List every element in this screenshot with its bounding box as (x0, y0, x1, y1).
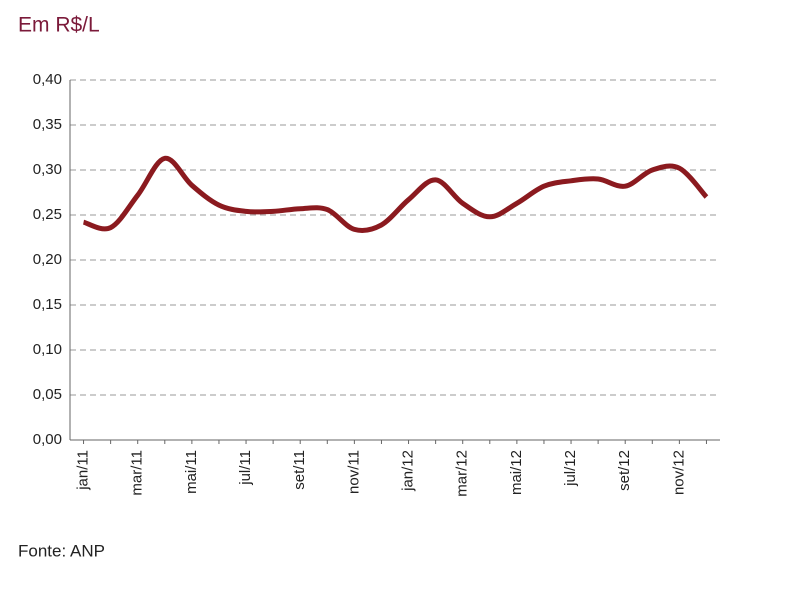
y-tick-label: 0,00 (33, 431, 62, 448)
x-tick-label: mai/11 (183, 450, 200, 494)
x-tick-label: jan/11 (75, 450, 92, 491)
x-tick-label: set/12 (616, 450, 633, 491)
y-tick-label: 0,40 (33, 71, 62, 88)
x-tick-label: jul/12 (562, 450, 579, 487)
x-tick-label: nov/11 (345, 450, 362, 494)
source: Fonte: ANP (18, 541, 105, 560)
y-tick-label: 0,05 (33, 386, 62, 403)
y-tick-label: 0,35 (33, 116, 62, 133)
line (82, 155, 709, 233)
x-tick-label: mai/12 (508, 450, 525, 495)
x-tick-label: nov/12 (670, 450, 687, 495)
y-tick-label: 0,15 (33, 296, 62, 313)
x-tick-label: mar/11 (129, 450, 146, 496)
x-tick-label: set/11 (291, 450, 308, 490)
y-tick-label: 0,10 (33, 341, 62, 358)
y-tick-label: 0,25 (33, 206, 62, 223)
chart-title: Em R$/L (18, 14, 100, 37)
x-tick-label: jan/12 (400, 450, 417, 492)
x-tick-label: mar/12 (454, 450, 471, 497)
y-tick-label: 0,20 (33, 251, 62, 268)
y-tick-label: 0,30 (33, 161, 62, 178)
x-tick-label: jul/11 (237, 450, 254, 486)
